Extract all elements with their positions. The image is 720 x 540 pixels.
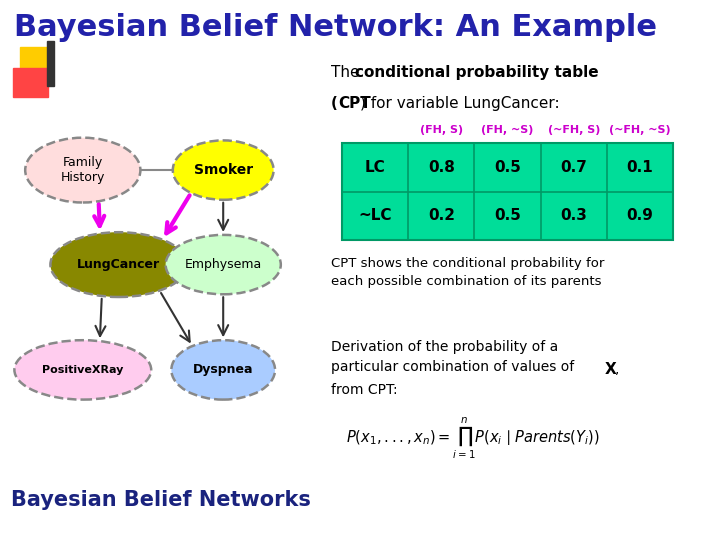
Text: Bayesian Belief Networks: Bayesian Belief Networks [11, 490, 310, 510]
Text: 0.8: 0.8 [428, 160, 455, 175]
Text: ,: , [615, 362, 619, 376]
Text: (~FH, ~S): (~FH, ~S) [609, 125, 671, 134]
Text: The: The [331, 65, 364, 80]
Text: 0.1: 0.1 [626, 160, 654, 175]
Bar [20, 47, 50, 78]
Text: ) for variable LungCancer:: ) for variable LungCancer: [360, 96, 559, 111]
Text: Derivation of the probability of a
particular combination of values of: Derivation of the probability of a parti… [331, 340, 579, 374]
Ellipse shape [50, 232, 187, 297]
Ellipse shape [171, 340, 275, 400]
Text: CPT shows the conditional probability for
each possible combination of its paren: CPT shows the conditional probability fo… [331, 256, 605, 287]
Text: CPT: CPT [338, 96, 371, 111]
Ellipse shape [166, 235, 281, 294]
Text: 0.7: 0.7 [560, 160, 588, 175]
Text: 0.5: 0.5 [494, 208, 521, 224]
Text: (~FH, S): (~FH, S) [548, 125, 600, 134]
Text: 0.2: 0.2 [428, 208, 455, 224]
Text: (: ( [331, 96, 338, 111]
Ellipse shape [173, 140, 274, 200]
Text: X: X [605, 362, 616, 377]
Bar [342, 143, 673, 240]
Text: LC: LC [365, 160, 385, 175]
Text: $P(x_1,...,x_n) = \prod_{i=1}^{n} P(x_i \mid Parents(Y_i))$: $P(x_1,...,x_n) = \prod_{i=1}^{n} P(x_i … [346, 416, 599, 461]
Text: conditional probability table: conditional probability table [355, 65, 598, 80]
Text: Dyspnea: Dyspnea [193, 363, 253, 376]
Ellipse shape [25, 138, 140, 202]
Text: Family
History: Family History [60, 156, 105, 184]
Bar [47, 40, 54, 86]
Ellipse shape [14, 340, 151, 400]
Text: from CPT:: from CPT: [331, 383, 398, 397]
Text: 0.3: 0.3 [560, 208, 588, 224]
Text: LungCancer: LungCancer [77, 258, 161, 271]
Text: Smoker: Smoker [194, 163, 253, 177]
Text: (FH, S): (FH, S) [420, 125, 463, 134]
Bar [13, 68, 48, 97]
Text: (FH, ~S): (FH, ~S) [482, 125, 534, 134]
Text: Bayesian Belief Network: An Example: Bayesian Belief Network: An Example [14, 14, 657, 43]
Text: Emphysema: Emphysema [184, 258, 262, 271]
Text: 0.5: 0.5 [494, 160, 521, 175]
Text: ~LC: ~LC [359, 208, 392, 224]
Text: 0.9: 0.9 [626, 208, 654, 224]
Text: PositiveXRay: PositiveXRay [42, 365, 124, 375]
